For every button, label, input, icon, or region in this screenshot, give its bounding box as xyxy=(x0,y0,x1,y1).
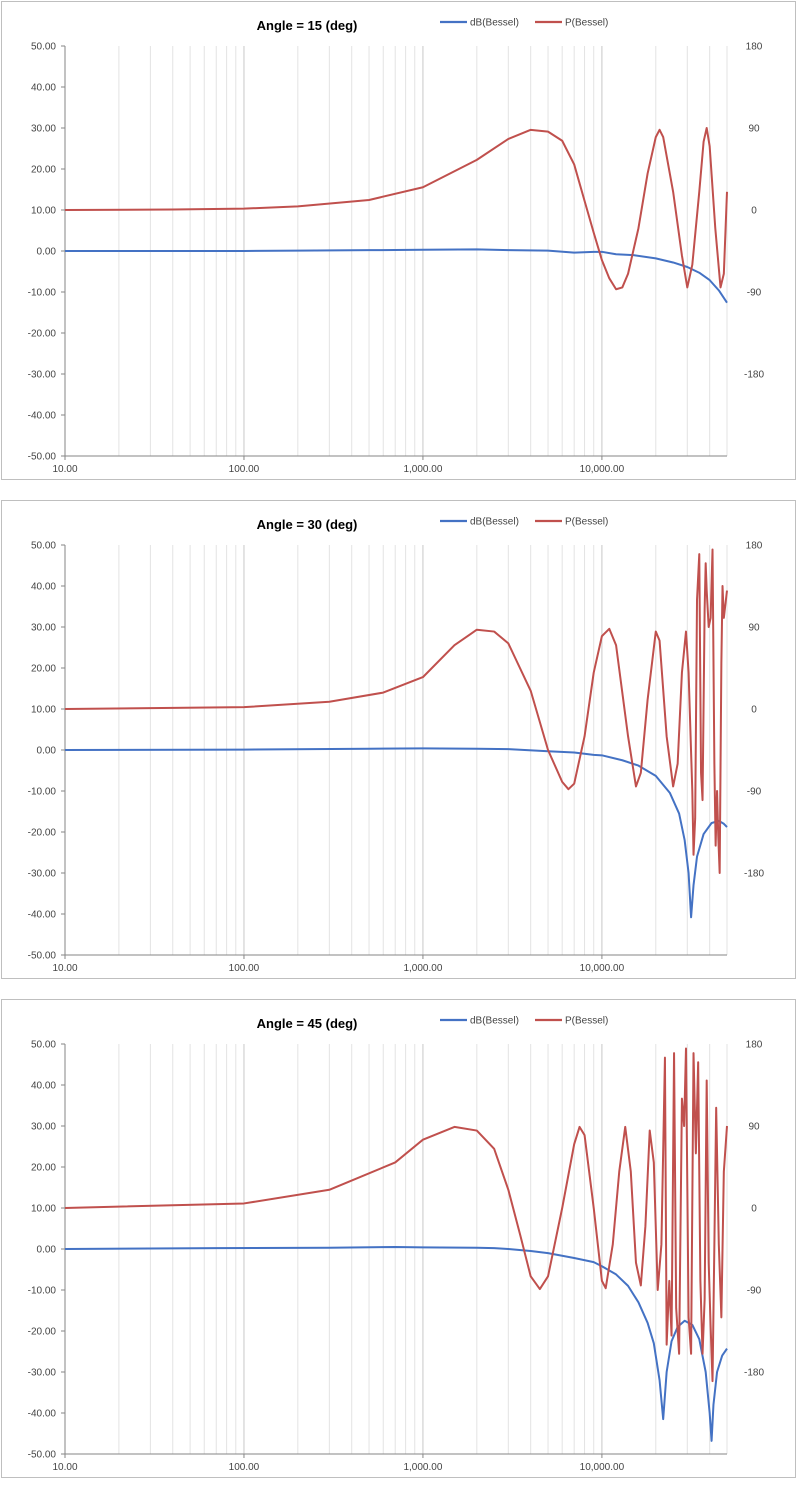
y-tick-label: 50.00 xyxy=(31,541,56,552)
chart-title: Angle = 30 (deg) xyxy=(257,517,358,532)
legend-label: dB(Bessel) xyxy=(470,517,519,528)
y2-tick-label: -90 xyxy=(747,1286,762,1297)
x-tick-label: 10,000.00 xyxy=(580,1462,625,1473)
series-line-phase xyxy=(64,1047,728,1383)
y2-tick-label: -90 xyxy=(747,288,762,299)
y-tick-label: 0.00 xyxy=(37,1245,57,1256)
legend-entry: P(Bessel) xyxy=(535,517,608,528)
series-line-phase xyxy=(64,548,728,874)
legend-entry: P(Bessel) xyxy=(535,18,608,29)
legend-label: dB(Bessel) xyxy=(470,18,519,29)
y-tick-label: -10.00 xyxy=(28,1286,57,1297)
legend-entry: dB(Bessel) xyxy=(440,517,519,528)
y-tick-label: -20.00 xyxy=(28,828,57,839)
y2-tick-label: 0 xyxy=(751,206,757,217)
x-tick-label: 10,000.00 xyxy=(580,464,625,475)
y2-tick-label: 180 xyxy=(746,42,763,53)
y-tick-label: 20.00 xyxy=(31,165,56,176)
y-tick-label: 30.00 xyxy=(31,124,56,135)
y-tick-label: -20.00 xyxy=(28,1327,57,1338)
y-tick-label: -30.00 xyxy=(28,869,57,880)
x-tick-label: 10.00 xyxy=(52,464,77,475)
chart-svg-angle-30: 50.00 40.00 30.00 20.00 10.00 0.00 -10.00 -20.0… xyxy=(28,517,765,975)
legend-label: P(Bessel) xyxy=(565,517,608,528)
y-tick-label: -30.00 xyxy=(28,1368,57,1379)
y2-tick-label: 90 xyxy=(748,623,760,634)
chart-title: Angle = 45 (deg) xyxy=(257,1016,358,1031)
x-tick-label: 10,000.00 xyxy=(580,963,625,974)
y-tick-label: 40.00 xyxy=(31,582,56,593)
series-line-db xyxy=(65,248,728,304)
series-line-db xyxy=(64,747,728,919)
y-tick-label: -40.00 xyxy=(28,1409,57,1420)
y2-tick-label: 180 xyxy=(746,1040,763,1051)
series-line-phase xyxy=(64,127,728,291)
legend-entry: P(Bessel) xyxy=(535,1016,608,1027)
x-tick-label: 100.00 xyxy=(229,963,260,974)
y-tick-label: -50.00 xyxy=(28,1450,57,1461)
x-tick-label: 100.00 xyxy=(229,464,260,475)
y-tick-label: -50.00 xyxy=(28,452,57,463)
x-tick-label: 10.00 xyxy=(52,1462,77,1473)
y-tick-label: 0.00 xyxy=(37,746,57,757)
series-line-db xyxy=(64,1245,728,1442)
y2-tick-label: 180 xyxy=(746,541,763,552)
y-tick-label: 0.00 xyxy=(37,247,57,258)
chart-svg-angle-15: 50.00 40.00 30.00 20.00 10.00 0.00 -10.00 -20.0… xyxy=(28,18,765,476)
y-tick-label: -50.00 xyxy=(28,951,57,962)
y-tick-label: 20.00 xyxy=(31,1163,56,1174)
chart-panel-angle-30: 50.00 40.00 30.00 20.00 10.00 0.00 -10.00 -20.0… xyxy=(1,500,796,979)
chart-panel-angle-45: 50.00 40.00 30.00 20.00 10.00 0.00 -10.00 -20.0… xyxy=(1,999,796,1478)
y2-tick-label: 0 xyxy=(751,1204,757,1215)
gridlines xyxy=(64,1044,728,1454)
y2-tick-label: -180 xyxy=(744,869,764,880)
chart-svg-angle-45: 50.00 40.00 30.00 20.00 10.00 0.00 -10.00 -20.0… xyxy=(28,1016,765,1474)
y2-tick-label: -180 xyxy=(744,370,764,381)
chart-title: Angle = 15 (deg) xyxy=(257,18,358,33)
y2-tick-label: 0 xyxy=(751,705,757,716)
y-tick-label: -40.00 xyxy=(28,411,57,422)
y-tick-label: -20.00 xyxy=(28,329,57,340)
x-tick-label: 100.00 xyxy=(229,1462,260,1473)
y-tick-label: 10.00 xyxy=(31,1204,56,1215)
x-tick-label: 1,000.00 xyxy=(403,464,442,475)
y2-tick-label: -90 xyxy=(747,787,762,798)
x-tick-label: 1,000.00 xyxy=(403,963,442,974)
y-tick-label: -10.00 xyxy=(28,288,57,299)
y-tick-label: 50.00 xyxy=(31,1040,56,1051)
chart-panel-angle-15: 50.00 40.00 30.00 20.00 10.00 0.00 -10.00 -20.0… xyxy=(1,1,796,480)
y2-tick-label: 90 xyxy=(748,124,760,135)
y2-tick-label: 90 xyxy=(748,1122,760,1133)
y-tick-label: 40.00 xyxy=(31,1081,56,1092)
y2-tick-label: -180 xyxy=(744,1368,764,1379)
y-tick-label: 10.00 xyxy=(31,206,56,217)
x-tick-label: 10.00 xyxy=(52,963,77,974)
y-tick-label: 30.00 xyxy=(31,1122,56,1133)
y-tick-label: -30.00 xyxy=(28,370,57,381)
x-tick-label: 1,000.00 xyxy=(403,1462,442,1473)
y-tick-label: 20.00 xyxy=(31,664,56,675)
y-tick-label: -10.00 xyxy=(28,787,57,798)
legend-label: P(Bessel) xyxy=(565,18,608,29)
legend-label: dB(Bessel) xyxy=(470,1016,519,1027)
y-tick-label: 50.00 xyxy=(31,42,56,53)
legend-entry: dB(Bessel) xyxy=(440,1016,519,1027)
y-tick-label: 30.00 xyxy=(31,623,56,634)
y-tick-label: 10.00 xyxy=(31,705,56,716)
y-tick-label: 40.00 xyxy=(31,83,56,94)
legend-label: P(Bessel) xyxy=(565,1016,608,1027)
legend-entry: dB(Bessel) xyxy=(440,18,519,29)
y-tick-label: -40.00 xyxy=(28,910,57,921)
